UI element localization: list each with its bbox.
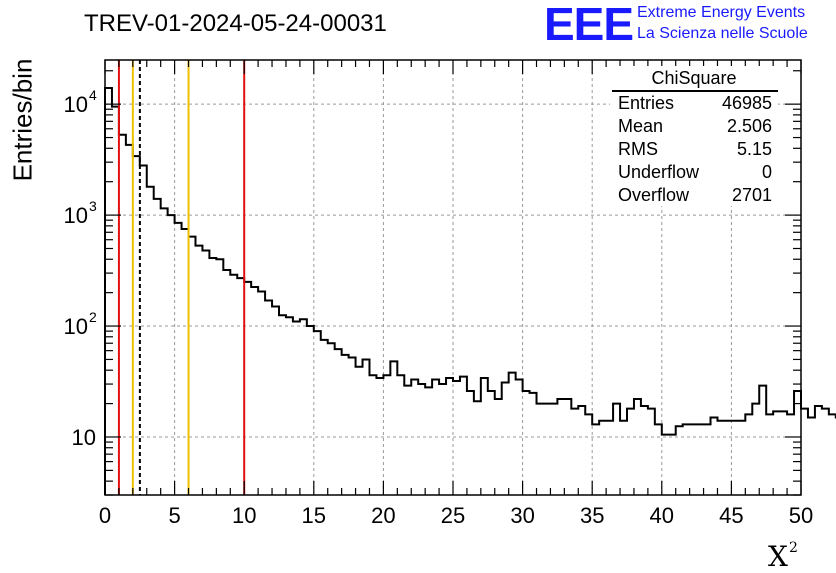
x-axis-label-text: X [768, 540, 788, 573]
y-tick-exponent: 3 [89, 198, 97, 214]
stats-key: Overflow [618, 185, 690, 205]
x-tick-label: 5 [168, 503, 180, 528]
chart-title: TREV-01-2024-05-24-00031 [84, 10, 387, 37]
x-axis: 0 5 10 15 20 25 30 35 40 45 50 [99, 60, 813, 528]
logo-line-2: La Scienza nelle Scuole [637, 25, 808, 42]
y-tick-exponent: 4 [89, 87, 97, 103]
x-tick-label: 25 [441, 503, 465, 528]
stats-divider [612, 90, 778, 92]
stats-title: ChiSquare [651, 68, 737, 88]
stats-value: 0 [761, 162, 772, 182]
stats-box: ChiSquare Entries 46985 Mean 2.506 RMS 5… [610, 66, 778, 206]
x-axis-label-exponent: 2 [788, 540, 798, 556]
stats-key: Underflow [618, 162, 700, 182]
stats-row-entries: Entries 46985 [618, 93, 772, 115]
y-tick-exponent: 2 [89, 309, 97, 325]
x-tick-label: 40 [650, 503, 674, 528]
logo-line-1: Extreme Energy Events [637, 4, 806, 21]
stats-key: Entries [618, 93, 675, 113]
stats-key: RMS [618, 139, 658, 159]
stats-value: 46985 [721, 93, 772, 113]
y-axis-label: Entries/bin [8, 55, 38, 185]
stats-value: 2.506 [726, 116, 772, 136]
x-tick-label: 45 [719, 503, 743, 528]
y-tick-label: 10 [64, 92, 88, 117]
stats-value: 5.15 [736, 139, 772, 159]
stats-row-underflow: Underflow 0 [618, 162, 772, 184]
y-tick-label: 10 [72, 425, 96, 450]
histogram-outline [104, 86, 836, 495]
stats-row-overflow: Overflow 2701 [618, 185, 772, 207]
x-tick-label: 15 [302, 503, 326, 528]
stats-row-rms: RMS 5.15 [618, 139, 772, 161]
x-tick-label: 30 [510, 503, 534, 528]
stats-row-mean: Mean 2.506 [618, 116, 772, 138]
y-tick-label: 10 [64, 203, 88, 228]
stats-value: 2701 [731, 185, 772, 205]
x-tick-label: 20 [371, 503, 395, 528]
stats-key: Mean [618, 116, 664, 136]
y-axis-label-text: Entries/bin [7, 58, 38, 182]
eee-logo: EEE [544, 0, 634, 50]
histogram [104, 86, 836, 495]
x-tick-label: 50 [789, 503, 813, 528]
x-tick-label: 35 [580, 503, 604, 528]
x-tick-label: 0 [99, 503, 111, 528]
reference-lines [117, 60, 246, 495]
x-axis-label: X2 [768, 540, 798, 573]
y-tick-label: 10 [64, 314, 88, 339]
x-tick-label: 10 [232, 503, 256, 528]
